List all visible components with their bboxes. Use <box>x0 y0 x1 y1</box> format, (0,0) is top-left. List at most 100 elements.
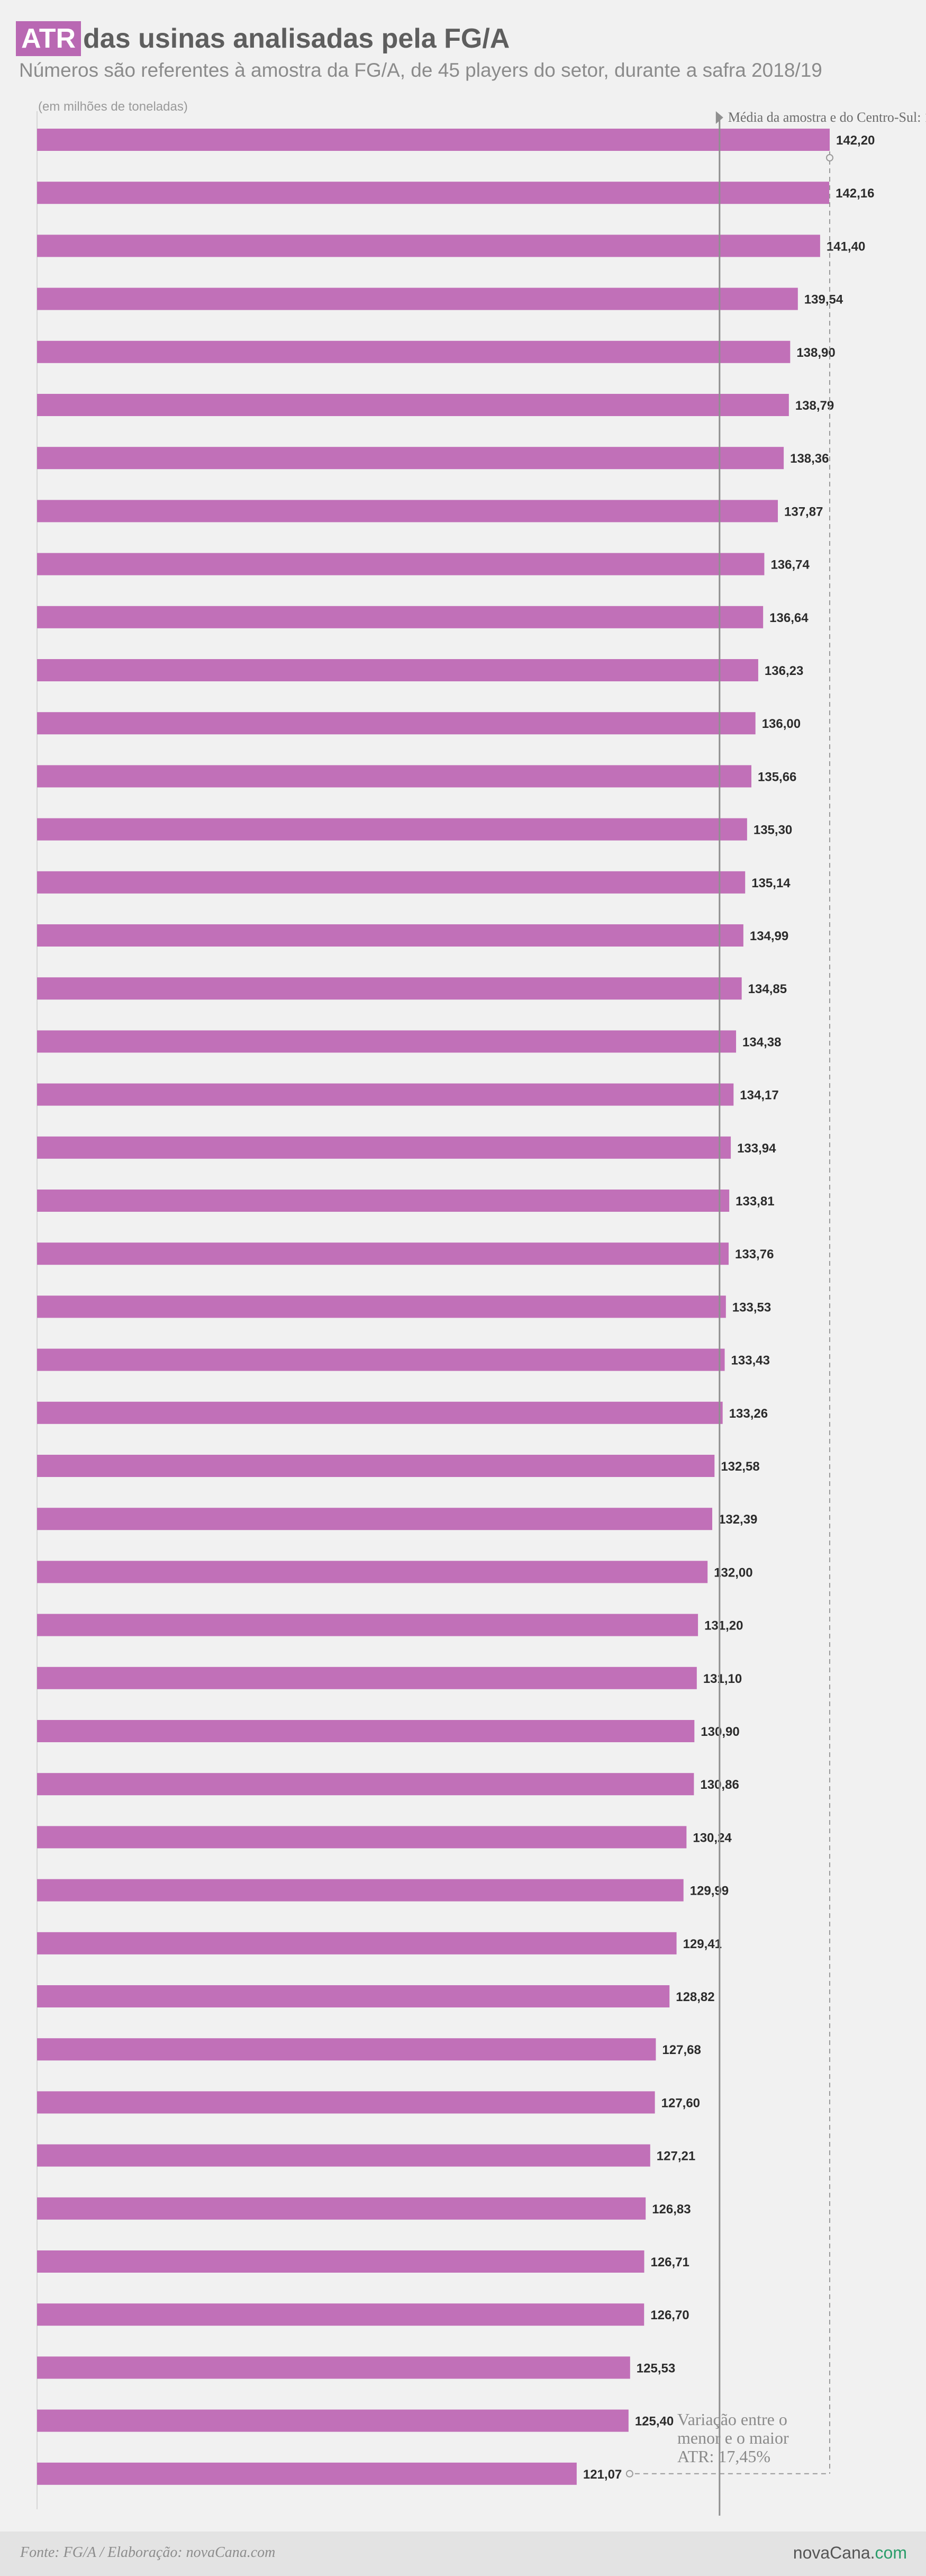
bar <box>37 1348 725 1371</box>
bar <box>37 1667 697 1689</box>
variation-note: Variação entre o menor e o maior ATR: 17… <box>677 2410 836 2466</box>
bar <box>37 1932 677 1954</box>
bar <box>37 2356 630 2379</box>
bar <box>37 1879 684 1902</box>
variation-bracket-bottom-marker <box>625 2470 633 2478</box>
bar-value-label: 135,66 <box>758 770 796 784</box>
bar <box>37 1561 708 1583</box>
bar <box>37 1083 734 1106</box>
bar <box>37 712 756 735</box>
bar <box>37 553 765 575</box>
variation-note-line: menor e o maior <box>677 2428 789 2447</box>
bar-value-label: 136,23 <box>765 664 803 678</box>
bar-value-label: 121,07 <box>583 2467 622 2482</box>
bar-value-label: 127,60 <box>661 2096 700 2110</box>
bar <box>37 765 752 788</box>
bar <box>37 2250 644 2273</box>
bar-value-label: 131,20 <box>704 1619 743 1633</box>
subtitle: Números são referentes à amostra da FG/A… <box>19 59 822 81</box>
bar-value-label: 128,82 <box>676 1990 714 2004</box>
bar <box>37 2091 655 2114</box>
bar <box>37 500 778 523</box>
bar-value-label: 127,21 <box>657 2149 695 2164</box>
variation-bracket-top-marker <box>826 154 833 161</box>
bar-value-label: 132,39 <box>719 1512 757 1527</box>
bar-value-label: 135,30 <box>753 823 792 837</box>
bar-value-label: 142,20 <box>836 133 875 148</box>
bar-value-label: 134,85 <box>748 982 787 996</box>
bar-value-label: 138,90 <box>796 346 835 360</box>
variation-note-line: Variação entre o <box>677 2410 787 2429</box>
bar <box>37 1030 737 1053</box>
bar <box>37 871 746 894</box>
bar-value-label: 139,54 <box>804 293 843 307</box>
bar-value-label: 129,99 <box>690 1884 729 1898</box>
bar-value-label: 127,68 <box>662 2043 701 2057</box>
bar <box>37 1985 670 2007</box>
bar-value-label: 134,17 <box>740 1088 778 1103</box>
brand-name: novaCana. <box>793 2543 875 2562</box>
bar <box>37 447 784 470</box>
bar-value-label: 138,79 <box>795 399 834 413</box>
bar <box>37 340 791 363</box>
bar-value-label: 133,26 <box>729 1407 768 1421</box>
bar <box>37 129 830 151</box>
bar-value-label: 126,71 <box>650 2255 689 2269</box>
bar-value-label: 141,40 <box>827 239 865 254</box>
bar <box>37 2144 650 2167</box>
bar <box>37 1136 731 1159</box>
bar-value-label: 133,53 <box>732 1300 771 1314</box>
bar-value-label: 132,58 <box>721 1460 759 1474</box>
bar <box>37 394 789 416</box>
bar <box>37 287 798 310</box>
title-text: das usinas analisadas pela FG/A <box>83 23 510 54</box>
bar-value-label: 137,87 <box>784 505 823 519</box>
bar <box>37 1826 687 1849</box>
bar <box>37 1508 713 1530</box>
title-badge: ATR <box>16 21 81 56</box>
bar-value-label: 133,76 <box>735 1247 774 1262</box>
bar-value-label: 132,00 <box>714 1565 752 1580</box>
bar <box>37 977 742 1000</box>
bar <box>37 1773 694 1796</box>
variation-note-line: ATR: 17,45% <box>677 2447 770 2466</box>
bar <box>37 1242 729 1265</box>
bar <box>37 2303 644 2326</box>
bar-value-label: 133,43 <box>731 1354 770 1368</box>
bar <box>37 1614 698 1636</box>
bar-value-label: 134,99 <box>750 929 788 943</box>
bar <box>37 606 764 628</box>
bar <box>37 2038 656 2061</box>
bar-value-label: 136,64 <box>769 611 809 625</box>
bar-value-label: 125,53 <box>637 2361 675 2375</box>
bar <box>37 235 820 257</box>
bar-value-label: 136,74 <box>770 558 810 572</box>
footer: Fonte: FG/A / Elaboração: novaCana.com n… <box>0 2532 926 2576</box>
bar-value-label: 138,36 <box>790 452 829 466</box>
bar-value-label: 133,94 <box>737 1141 776 1156</box>
source-credit: Fonte: FG/A / Elaboração: novaCana.com <box>20 2544 276 2561</box>
bar <box>37 1295 726 1318</box>
bar-value-label: 133,81 <box>736 1194 774 1209</box>
average-reference-label: Média da amostra e do Centro-Sul: 133 <box>728 110 926 125</box>
unit-label: (em milhões de toneladas) <box>38 100 188 114</box>
bar-value-label: 142,16 <box>836 186 874 201</box>
bar <box>37 2409 629 2432</box>
bar-value-label: 129,41 <box>683 1937 722 1951</box>
brand-logo[interactable]: novaCana.com <box>793 2543 907 2563</box>
bar-value-label: 135,14 <box>751 876 791 890</box>
average-marker-arrow <box>715 111 723 124</box>
title: ATR das usinas analisadas pela FG/A <box>16 20 510 57</box>
bar <box>37 2197 646 2220</box>
bar <box>37 182 830 204</box>
bar <box>37 818 747 841</box>
bar <box>37 659 758 681</box>
bar <box>37 1190 730 1212</box>
bar-value-label: 126,83 <box>652 2202 691 2217</box>
bar <box>37 1455 715 1477</box>
bar-value-label: 134,38 <box>742 1035 781 1049</box>
bar <box>37 1720 695 1742</box>
bar-value-label: 130,24 <box>693 1831 732 1845</box>
bar-value-label: 125,40 <box>635 2415 674 2429</box>
